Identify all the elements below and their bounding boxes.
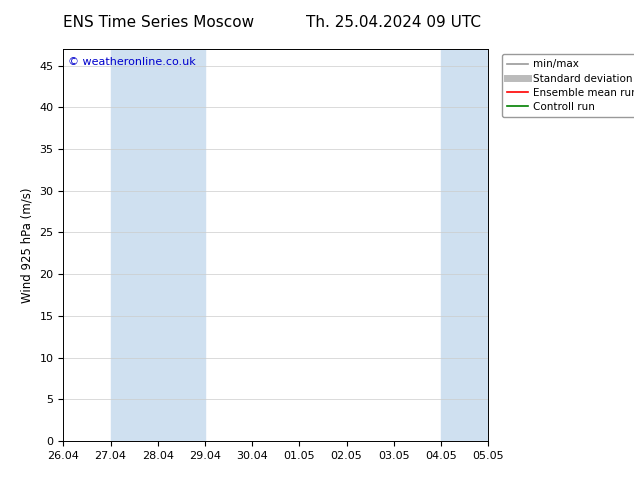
- Text: ENS Time Series Moscow: ENS Time Series Moscow: [63, 15, 254, 30]
- Y-axis label: Wind 925 hPa (m/s): Wind 925 hPa (m/s): [21, 187, 34, 303]
- Bar: [441, 49, 535, 441]
- Legend: min/max, Standard deviation, Ensemble mean run, Controll run: min/max, Standard deviation, Ensemble me…: [502, 54, 634, 117]
- Text: Th. 25.04.2024 09 UTC: Th. 25.04.2024 09 UTC: [306, 15, 481, 30]
- Text: © weatheronline.co.uk: © weatheronline.co.uk: [68, 57, 195, 67]
- Bar: [110, 49, 205, 441]
